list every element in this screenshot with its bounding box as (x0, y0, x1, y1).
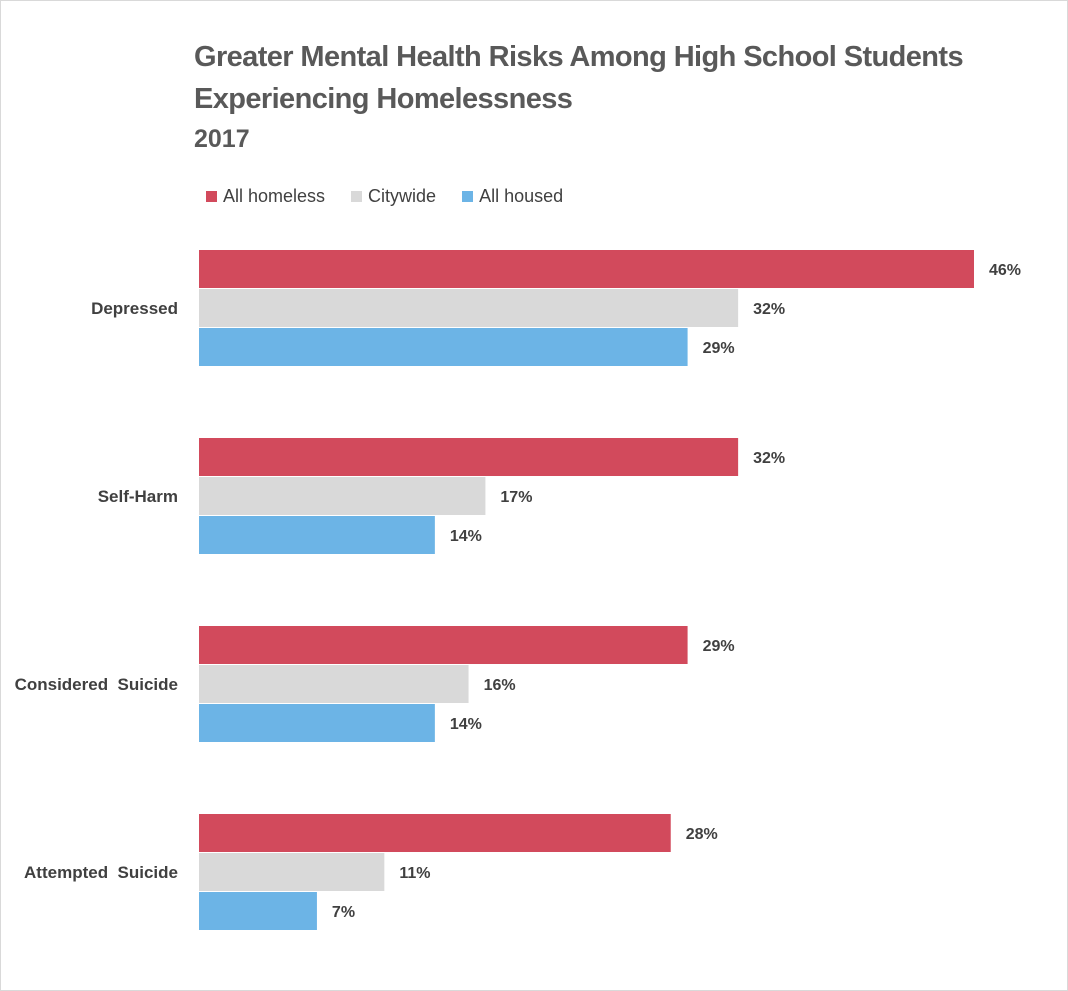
legend-label-all-homeless: All homeless (223, 185, 326, 206)
bar-depressed-all-housed (199, 328, 688, 366)
bar-attempted-suicide-citywide (199, 853, 385, 891)
legend-item-all-homeless: All homeless (206, 186, 325, 207)
category-label-self-harm: Self-Harm (98, 487, 178, 506)
legend-item-all-housed: All housed (462, 186, 563, 207)
bar-considered-suicide-all-housed (199, 704, 435, 742)
bar-considered-suicide-citywide (199, 665, 469, 703)
value-label-attempted-suicide-all-housed: 7% (332, 904, 355, 921)
value-label-depressed-all-housed: 29% (703, 340, 735, 357)
legend-label-citywide: Citywide (368, 185, 437, 206)
value-label-self-harm-citywide: 17% (500, 489, 532, 506)
legend-swatch-all-housed (462, 190, 474, 202)
value-label-considered-suicide-citywide: 16% (484, 677, 516, 694)
bar-considered-suicide-all-homeless (199, 626, 688, 664)
legend-swatch-citywide (351, 190, 363, 202)
category-label-depressed: Depressed (91, 299, 178, 318)
bar-self-harm-all-homeless (199, 438, 739, 476)
chart-title: Greater Mental Health Risks Among High S… (194, 41, 964, 73)
value-label-considered-suicide-all-homeless: 29% (703, 638, 735, 655)
category-label-considered-suicide: Considered Suicide (15, 675, 178, 694)
bar-attempted-suicide-all-housed (199, 892, 317, 930)
chart-title-line-2: Experiencing Homelessness (194, 83, 573, 115)
legend-label-all-housed: All housed (479, 185, 564, 206)
value-label-attempted-suicide-citywide: 11% (399, 865, 430, 882)
value-label-self-harm-all-homeless: 32% (753, 450, 785, 467)
chart-subtitle: 2017 (194, 125, 250, 153)
bar-depressed-all-homeless (199, 250, 974, 288)
category-label-attempted-suicide: Attempted Suicide (24, 863, 178, 882)
value-label-depressed-all-homeless: 46% (989, 262, 1021, 279)
value-label-attempted-suicide-all-homeless: 28% (686, 826, 718, 843)
bar-self-harm-citywide (199, 477, 486, 515)
bar-self-harm-all-housed (199, 516, 435, 554)
legend-swatch-all-homeless (206, 190, 217, 202)
legend-item-citywide: Citywide (351, 186, 436, 207)
value-label-self-harm-all-housed: 14% (450, 528, 482, 545)
chart-legend: All homeless Citywide All housed (206, 185, 589, 207)
bar-depressed-citywide (199, 289, 739, 327)
value-label-considered-suicide-all-housed: 14% (450, 716, 482, 733)
value-label-depressed-citywide: 32% (753, 301, 785, 318)
bar-attempted-suicide-all-homeless (199, 814, 671, 852)
